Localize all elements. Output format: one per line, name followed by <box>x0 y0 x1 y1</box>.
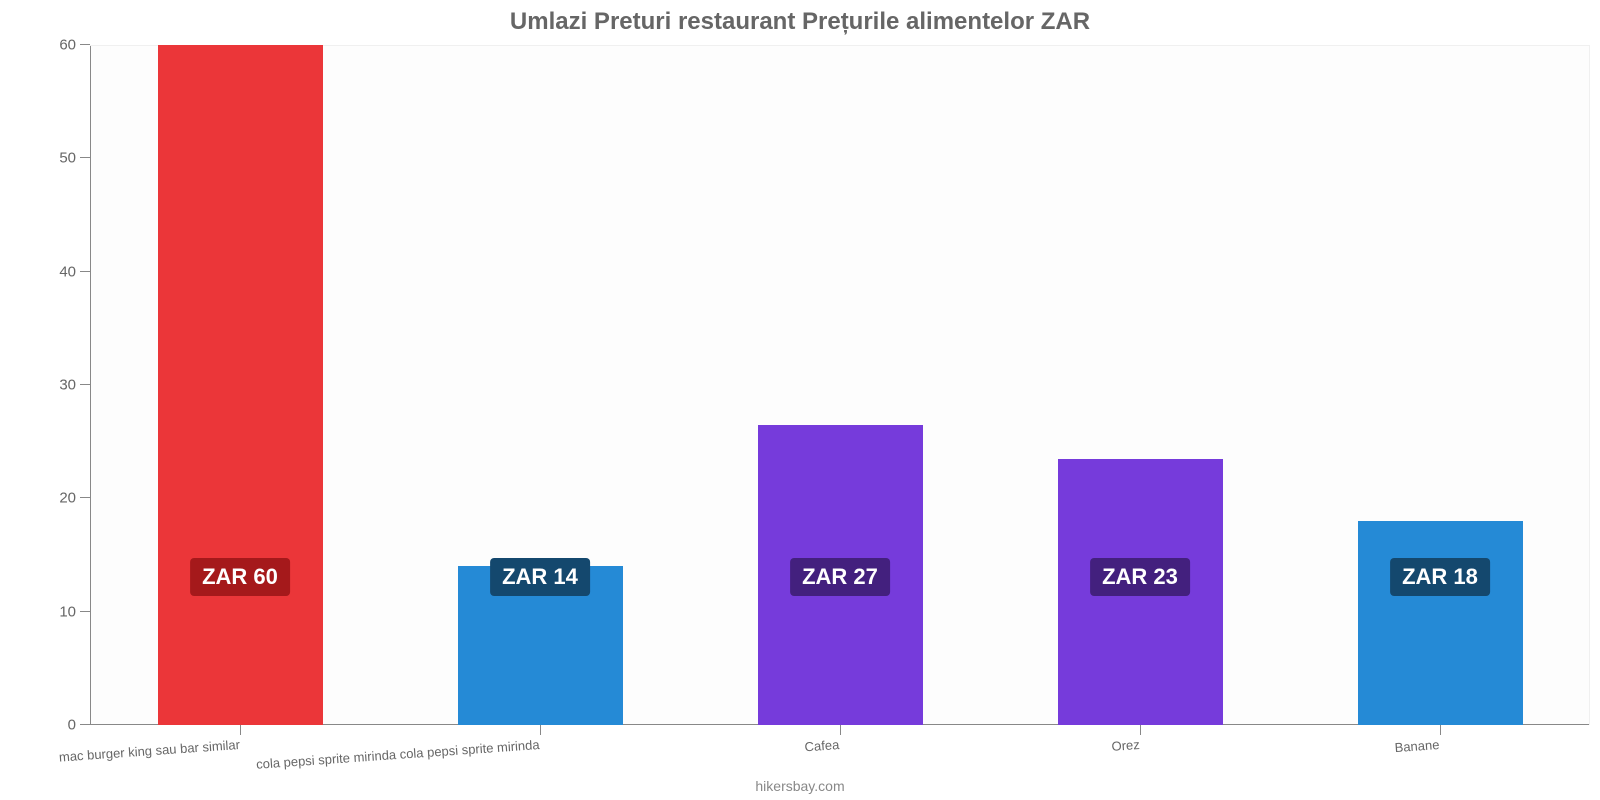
bar-value-label: ZAR 14 <box>490 558 590 596</box>
x-tick <box>540 725 541 735</box>
y-tick-label: 20 <box>59 490 90 507</box>
x-tick-label: Banane <box>1394 737 1440 755</box>
y-tick-label: 40 <box>59 263 90 280</box>
plot-area: 0102030405060ZAR 60mac burger king sau b… <box>90 45 1590 725</box>
x-tick-label: cola pepsi sprite mirinda cola pepsi spr… <box>256 737 540 772</box>
y-axis <box>90 46 91 725</box>
bar-value-label: ZAR 18 <box>1390 558 1490 596</box>
y-tick-label: 0 <box>68 717 90 734</box>
x-tick-label: Orez <box>1111 737 1140 754</box>
bar <box>158 45 323 725</box>
y-tick-label: 30 <box>59 377 90 394</box>
bar-value-label: ZAR 23 <box>1090 558 1190 596</box>
x-tick <box>240 725 241 735</box>
y-tick-label: 50 <box>59 150 90 167</box>
y-tick-label: 10 <box>59 603 90 620</box>
x-tick <box>1440 725 1441 735</box>
price-bar-chart: Umlazi Preturi restaurant Prețurile alim… <box>0 0 1600 800</box>
x-tick <box>1140 725 1141 735</box>
bar-value-label: ZAR 60 <box>190 558 290 596</box>
bar <box>1358 521 1523 725</box>
x-tick-label: mac burger king sau bar similar <box>58 737 240 765</box>
y-tick-label: 60 <box>59 37 90 54</box>
bar-value-label: ZAR 27 <box>790 558 890 596</box>
credit-text: hikersbay.com <box>0 778 1600 794</box>
chart-title: Umlazi Preturi restaurant Prețurile alim… <box>0 8 1600 36</box>
x-tick-label: Cafea <box>804 737 840 754</box>
x-tick <box>840 725 841 735</box>
